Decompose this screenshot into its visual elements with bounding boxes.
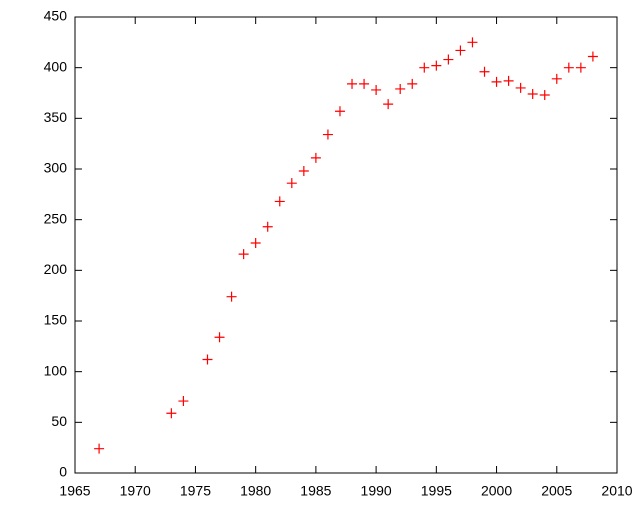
point xyxy=(551,73,562,84)
point xyxy=(214,332,225,343)
y-tick-label: 150 xyxy=(44,312,68,328)
point xyxy=(395,83,406,94)
point xyxy=(359,78,370,89)
point xyxy=(94,443,105,454)
point xyxy=(563,62,574,73)
y-tick-label: 50 xyxy=(51,413,67,429)
point xyxy=(443,54,454,65)
x-tick-label: 2010 xyxy=(601,483,632,499)
plot-frame xyxy=(74,16,618,474)
point xyxy=(262,221,273,232)
point xyxy=(515,82,526,93)
point xyxy=(539,90,550,101)
point xyxy=(491,76,502,87)
point xyxy=(274,196,285,207)
point xyxy=(419,62,430,73)
x-tick-label: 2005 xyxy=(541,483,572,499)
x-tick-label: 1975 xyxy=(180,483,211,499)
point xyxy=(298,166,309,177)
point xyxy=(286,178,297,189)
point xyxy=(347,78,358,89)
x-tick-label: 1965 xyxy=(59,483,90,499)
y-tick-label: 300 xyxy=(44,160,68,176)
x-tick-label: 1990 xyxy=(361,483,392,499)
point xyxy=(527,89,538,100)
y-tick-label: 250 xyxy=(44,210,68,226)
x-tick-label: 1985 xyxy=(300,483,331,499)
point xyxy=(455,45,466,56)
point xyxy=(587,51,598,62)
x-tick-label: 1970 xyxy=(120,483,151,499)
point xyxy=(322,129,333,140)
point xyxy=(334,106,345,117)
point xyxy=(166,408,177,419)
point xyxy=(575,62,586,73)
y-tick-label: 400 xyxy=(44,58,68,74)
point xyxy=(467,37,478,48)
point xyxy=(479,66,490,77)
point xyxy=(238,249,249,260)
y-tick-label: 0 xyxy=(59,464,67,480)
x-tick-label: 1995 xyxy=(421,483,452,499)
point xyxy=(431,60,442,71)
x-tick-label: 2000 xyxy=(481,483,512,499)
point xyxy=(371,84,382,95)
point xyxy=(178,396,189,407)
point xyxy=(310,152,321,163)
point xyxy=(202,354,213,365)
y-tick-label: 350 xyxy=(44,109,68,125)
x-tick-label: 1980 xyxy=(240,483,271,499)
point xyxy=(226,291,237,302)
y-tick-label: 450 xyxy=(44,8,68,24)
y-tick-label: 100 xyxy=(44,362,68,378)
y-tick-label: 200 xyxy=(44,261,68,277)
point xyxy=(250,237,261,248)
point xyxy=(503,75,514,86)
point xyxy=(383,99,394,110)
point xyxy=(407,78,418,89)
